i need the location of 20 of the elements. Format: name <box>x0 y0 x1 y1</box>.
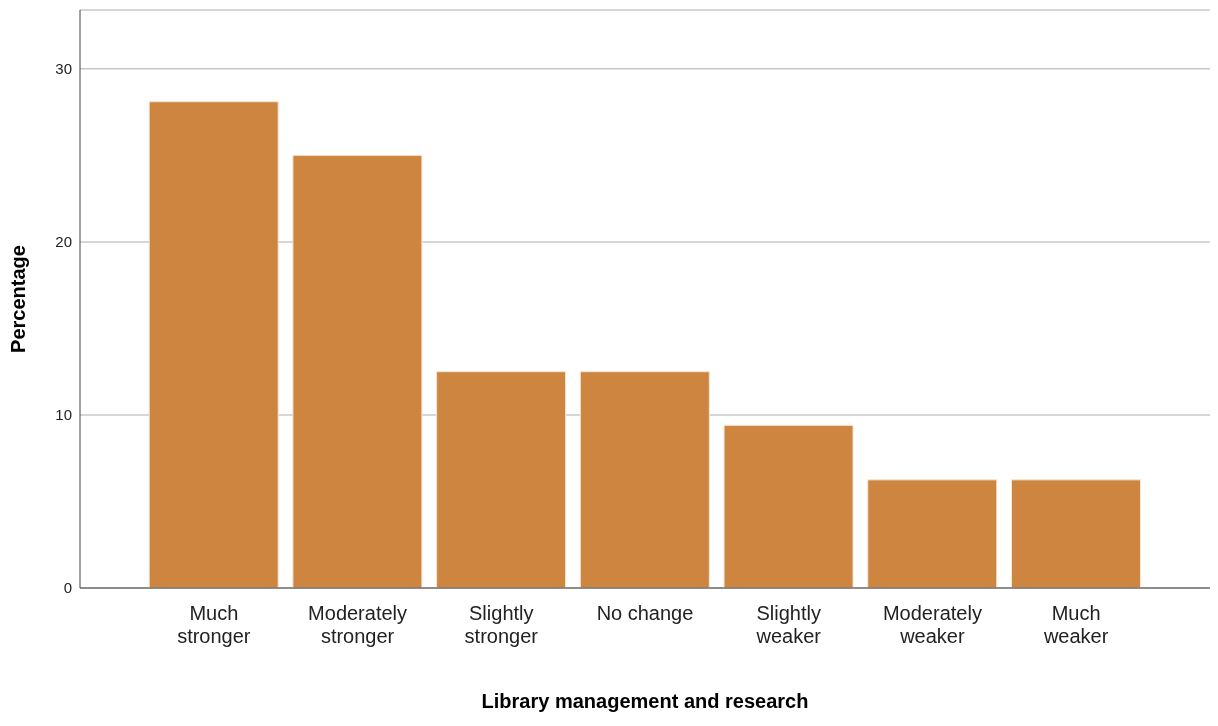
y-tick-label: 30 <box>55 60 72 78</box>
y-tick-label: 10 <box>55 406 72 424</box>
bar <box>1010 479 1141 588</box>
y-tick-label: 0 <box>63 579 72 597</box>
x-tick-label: Moderately stronger <box>308 602 408 647</box>
bar <box>436 371 567 588</box>
y-tick-label: 20 <box>55 233 72 251</box>
x-tick-label: Slightly weaker <box>755 602 822 647</box>
x-tick-label: Much stronger <box>177 602 251 647</box>
y-axis-title: Percentage <box>7 245 30 353</box>
bar <box>867 479 998 588</box>
x-tick-label: Slightly stronger <box>464 602 539 647</box>
x-tick-label: No change <box>596 602 694 624</box>
bar <box>723 424 854 588</box>
bar <box>292 154 423 588</box>
x-tick-label: Much weaker <box>1042 602 1109 647</box>
x-tick-label: Moderately weaker <box>882 602 982 647</box>
bar <box>148 101 279 588</box>
x-axis-title: Library management and research <box>481 690 809 712</box>
bar <box>579 371 710 588</box>
